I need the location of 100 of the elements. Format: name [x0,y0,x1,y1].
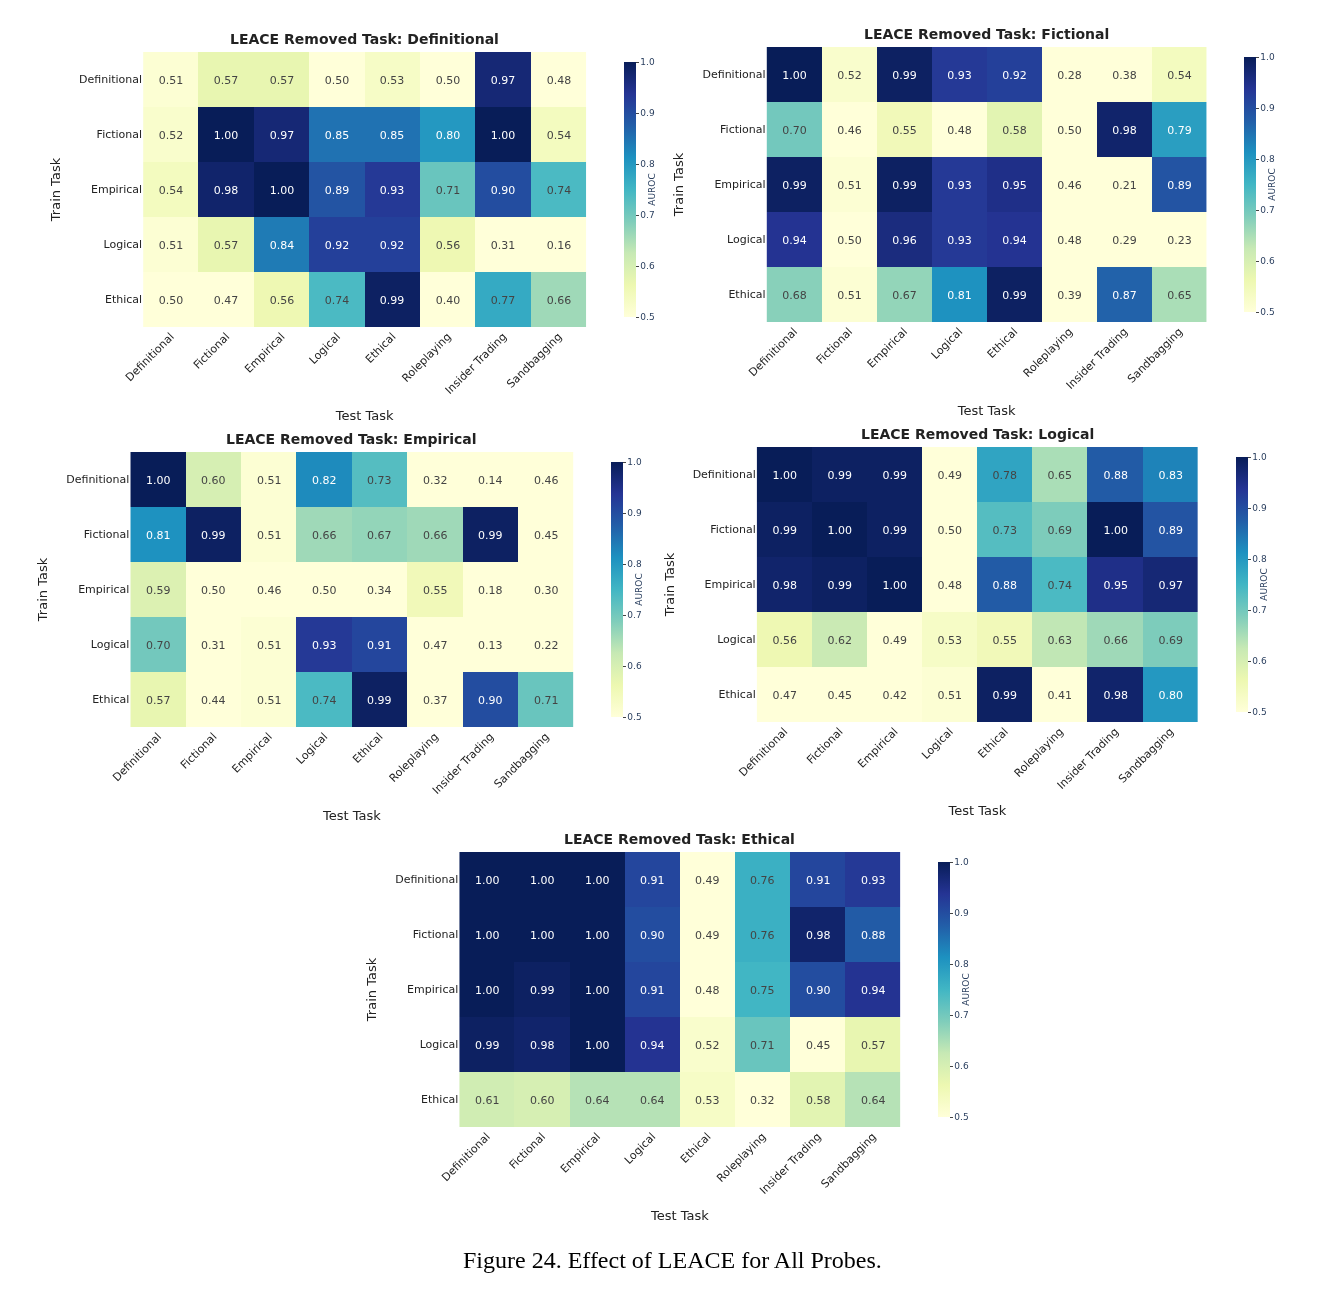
data-label: 0.99 [892,68,917,82]
data-label: 0.71 [534,693,559,707]
chart-title: LEACE Removed Task: Ethical [564,831,795,847]
data-label: 0.93 [947,233,972,247]
color-bar-label: 0.6 [627,661,642,672]
data-label: 0.54 [158,183,184,197]
data-label: 0.74 [1047,578,1072,592]
y-tick-label: Definitional [702,68,766,82]
data-label: 0.30 [534,583,559,597]
data-label: 1.00 [490,128,516,142]
color-bar-label: 0.5 [1260,307,1275,318]
data-label: 0.97 [269,128,295,142]
data-label: 0.66 [423,528,448,542]
data-label: 0.89 [324,183,350,197]
data-label: 1.00 [530,928,555,942]
data-label: 0.97 [490,73,516,87]
data-label: 0.46 [534,473,559,487]
data-label: 0.95 [1002,178,1027,192]
data-label: 0.91 [367,638,392,652]
data-label: 1.00 [1103,523,1128,537]
color-bar-label: 0.7 [954,1010,969,1021]
data-label: 0.52 [158,128,184,142]
data-label: 0.67 [892,288,917,302]
x-axis-title: Test Task [322,808,382,824]
color-bar-label: 1.0 [954,857,969,868]
data-label: 0.47 [772,688,797,702]
data-label: 0.98 [806,928,831,942]
data-label: 0.58 [1002,123,1027,137]
data-label: 0.85 [324,128,350,142]
y-tick-label: Definitional [66,473,130,487]
data-label: 0.45 [806,1038,831,1052]
data-label: 0.79 [1167,123,1192,137]
data-label: 0.52 [837,68,862,82]
data-label: 1.00 [772,468,797,482]
data-label: 0.91 [640,873,665,887]
data-label: 1.00 [827,523,852,537]
data-label: 0.51 [257,473,282,487]
y-tick-label: Empirical [704,578,756,592]
data-label: 0.94 [1002,233,1027,247]
data-label: 0.64 [640,1093,665,1107]
data-label: 0.46 [837,123,862,137]
data-label: 0.82 [312,473,337,487]
data-label: 0.46 [1057,178,1082,192]
data-label: 0.45 [827,688,852,702]
data-label: 0.99 [882,468,907,482]
data-label: 0.57 [213,238,239,252]
y-tick-label: Ethical [92,693,130,707]
data-label: 0.53 [937,633,962,647]
data-label: 0.28 [1057,68,1082,82]
x-axis-title: Test Task [956,403,1017,419]
data-label: 0.50 [324,73,350,87]
data-label: 0.99 [379,293,405,307]
data-label: 0.50 [435,73,461,87]
data-label: 0.56 [435,238,461,252]
data-label: 0.90 [490,183,516,197]
y-tick-label: Ethical [421,1093,459,1107]
data-label: 0.13 [478,638,503,652]
data-label: 0.93 [379,183,405,197]
data-label: 0.60 [201,473,226,487]
data-label: 0.92 [379,238,405,252]
color-bar-label: 1.0 [1260,52,1275,63]
color-bar-label: 0.8 [1252,554,1267,565]
data-label: 1.00 [530,873,555,887]
y-tick-label: Definitional [79,73,143,87]
color-bar-label: 0.7 [1260,205,1275,216]
data-label: 0.49 [937,468,962,482]
y-axis-title: Train Task [48,157,63,223]
data-label: 0.64 [861,1093,886,1107]
data-label: 0.89 [1158,523,1183,537]
color-bar-label: 0.9 [954,908,969,919]
data-label: 0.88 [1103,468,1128,482]
color-bar-label: 0.7 [1252,605,1267,616]
data-label: 0.64 [585,1093,610,1107]
data-label: 0.77 [490,293,516,307]
data-label: 0.29 [1112,233,1137,247]
y-tick-label: Ethical [728,288,766,302]
data-label: 0.51 [158,73,184,87]
data-label: 0.96 [892,233,917,247]
data-label: 0.49 [695,928,720,942]
data-label: 0.60 [530,1093,555,1107]
data-label: 0.74 [312,693,337,707]
data-label: 0.57 [861,1038,886,1052]
data-label: 0.50 [158,293,184,307]
data-label: 0.99 [478,528,503,542]
data-label: 0.90 [478,693,503,707]
data-label: 0.68 [782,288,807,302]
data-label: 0.41 [1047,688,1072,702]
data-label: 0.51 [837,288,862,302]
data-label: 0.81 [146,528,171,542]
chart-title: LEACE Removed Task: Logical [861,426,1095,442]
data-label: 0.56 [269,293,295,307]
data-label: 0.40 [435,293,461,307]
data-label: 0.54 [1167,68,1192,82]
y-axis-title: Train Task [364,957,380,1023]
data-label: 0.31 [201,638,226,652]
data-label: 0.51 [158,238,184,252]
data-label: 1.00 [475,983,500,997]
data-label: 0.49 [882,633,907,647]
data-label: 0.73 [367,473,392,487]
data-label: 0.99 [882,523,907,537]
